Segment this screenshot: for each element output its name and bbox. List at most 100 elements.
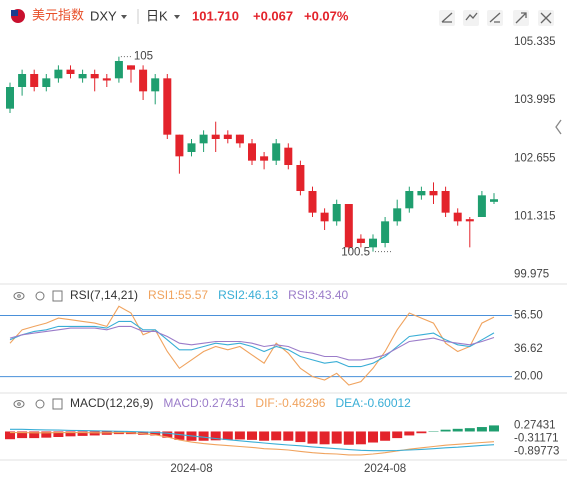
- candle-body: [248, 143, 256, 161]
- macd-bar: [392, 431, 403, 439]
- dropdown-icon[interactable]: [174, 15, 180, 19]
- candle-body: [308, 191, 317, 213]
- candle-body: [441, 191, 450, 213]
- macd-bar: [234, 431, 245, 440]
- macd-bar: [416, 431, 427, 434]
- macd-bar: [29, 431, 40, 439]
- candle-body: [417, 191, 426, 196]
- macd-bar: [17, 431, 28, 439]
- rsi-line: [9, 305, 495, 386]
- candle-body: [235, 134, 244, 144]
- index-name[interactable]: 美元指数: [32, 7, 84, 22]
- legend-entry: DEA:-0.60012: [335, 396, 411, 410]
- max-label: 105: [134, 51, 153, 63]
- macd-bar: [331, 431, 342, 444]
- candle-body: [18, 74, 27, 87]
- y-tick-label: 36.62: [514, 343, 543, 355]
- macd-bar: [65, 431, 76, 437]
- macd-bar: [259, 431, 270, 441]
- macd-bar: [89, 431, 100, 436]
- macd-bar: [307, 431, 318, 444]
- macd-bar: [440, 429, 451, 432]
- macd-bar: [343, 431, 354, 445]
- candle-body: [405, 191, 414, 209]
- candle-body: [54, 69, 63, 79]
- macd-bar: [198, 431, 209, 441]
- candle-body: [272, 143, 281, 161]
- candle-body: [102, 78, 111, 81]
- candle-body: [296, 165, 305, 191]
- candle-body: [429, 191, 438, 196]
- candle-body: [66, 69, 75, 74]
- macd-bar: [452, 428, 463, 432]
- candle-body: [151, 78, 160, 92]
- macd-bar: [489, 425, 499, 432]
- macd-bar: [210, 431, 221, 441]
- candle-body: [369, 238, 377, 248]
- candle-body: [139, 69, 148, 92]
- y-tick-label: 99.975: [514, 268, 549, 280]
- indicator-icons[interactable]: [13, 290, 63, 410]
- candle-body: [211, 134, 220, 139]
- candle-body: [6, 87, 14, 109]
- macd-bar: [77, 431, 88, 436]
- legend-entry: RSI3:43.40: [288, 288, 348, 302]
- macd-bar: [283, 431, 294, 441]
- toolbar[interactable]: [439, 10, 554, 26]
- candle-body: [175, 134, 184, 157]
- legend-entry: RSI1:55.57: [148, 288, 208, 302]
- candle-body: [78, 74, 87, 79]
- y-tick-label: 102.655: [514, 152, 556, 164]
- rsi-line: [9, 320, 495, 368]
- macd-bar: [162, 431, 173, 438]
- candle-body: [127, 65, 135, 70]
- candle-body: [344, 204, 353, 248]
- macd-bar: [368, 431, 378, 443]
- y-tick-label: -0.31171: [514, 432, 559, 444]
- candle-body: [393, 208, 402, 222]
- flag-icon: [11, 9, 25, 23]
- y-tick-label: 20.00: [514, 371, 543, 383]
- macd-bar: [404, 431, 415, 436]
- min-label: 100.5: [341, 247, 370, 259]
- candle-body: [199, 134, 208, 144]
- y-tick-label: -0.89773: [514, 445, 559, 457]
- candle-body: [260, 156, 269, 161]
- candle-body: [30, 74, 39, 87]
- candle-body: [320, 212, 329, 222]
- y-tick-label: 56.50: [514, 310, 543, 322]
- legend-entry: RSI2:46.13: [218, 288, 278, 302]
- y-tick-label: 103.995: [514, 94, 556, 106]
- candle-body: [356, 238, 365, 243]
- period[interactable]: 日K: [146, 8, 168, 23]
- macd-bar: [53, 431, 64, 437]
- candle-body: [284, 147, 293, 165]
- legend-entry: DIF:-0.46296: [255, 396, 325, 410]
- macd-bar: [138, 431, 149, 435]
- macd-line: [10, 432, 495, 456]
- dropdown-icon[interactable]: [121, 15, 127, 19]
- macd-bar: [380, 431, 391, 441]
- y-tick-label: 101.315: [514, 210, 556, 222]
- candle-body: [477, 195, 486, 217]
- macd-bar: [271, 431, 282, 441]
- macd-bar: [174, 431, 185, 440]
- candle-body: [490, 199, 498, 202]
- candle-body: [332, 204, 341, 222]
- macd-bar: [355, 431, 366, 445]
- symbol[interactable]: DXY: [90, 8, 117, 23]
- macd-bar: [247, 431, 257, 440]
- candle-body: [90, 74, 99, 79]
- candle-body: [42, 78, 51, 87]
- change-pct: +0.07%: [304, 8, 349, 23]
- y-tick-label: 0.27431: [514, 419, 556, 431]
- macd-line: [10, 428, 495, 452]
- macd-bar: [295, 431, 306, 443]
- macd-bar: [222, 431, 233, 440]
- indicator-title: MACD(12,26,9): [70, 396, 153, 410]
- candle-body: [163, 78, 172, 135]
- candle-body: [223, 134, 232, 139]
- macd-bar: [476, 427, 487, 432]
- collapse-arrow[interactable]: [555, 119, 562, 135]
- macd-bar: [319, 431, 330, 445]
